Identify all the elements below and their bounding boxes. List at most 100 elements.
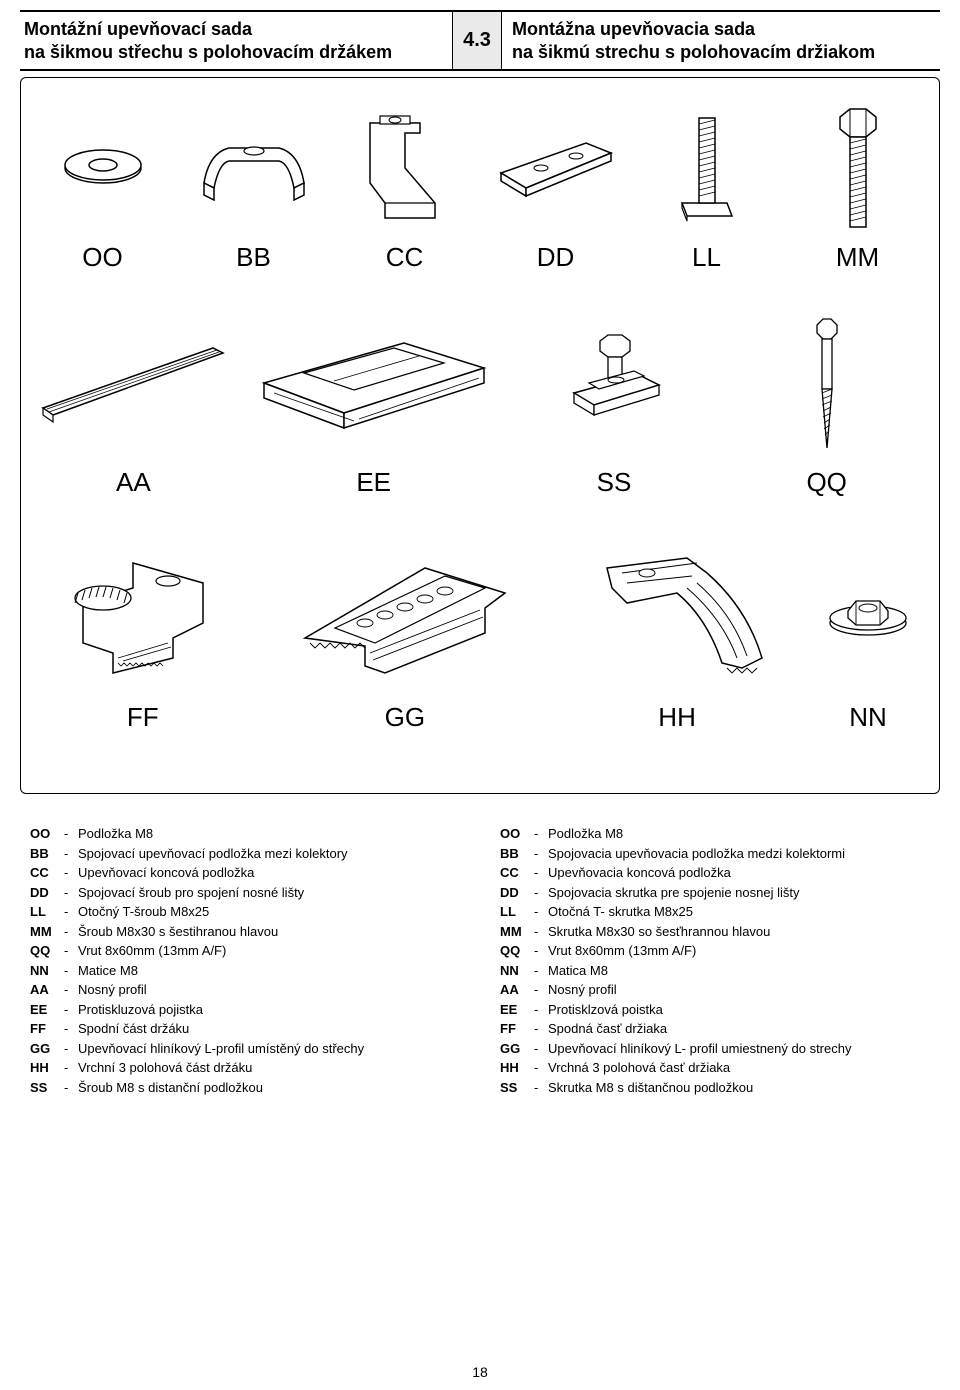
legend-code: AA bbox=[30, 980, 64, 1000]
part-label: LL bbox=[692, 242, 721, 273]
legend-code: CC bbox=[30, 863, 64, 883]
end-clamp-icon bbox=[350, 108, 460, 228]
legend-line: BB-Spojovací upevňovací podložka mezi ko… bbox=[30, 844, 460, 864]
legend-text: Spodní část držáku bbox=[78, 1019, 460, 1039]
legend-text: Vrchná 3 polohová časť držiaka bbox=[548, 1058, 930, 1078]
legend-code: SS bbox=[500, 1078, 534, 1098]
legend-code: NN bbox=[30, 961, 64, 981]
legend-text: Skrutka M8 s dištančnou podložkou bbox=[548, 1078, 930, 1098]
legend-line: CC-Upevňovacia koncová podložka bbox=[500, 863, 930, 883]
legend-line: BB-Spojovacia upevňovacia podložka medzi… bbox=[500, 844, 930, 864]
part-label: SS bbox=[597, 467, 632, 498]
legend-dash: - bbox=[64, 941, 78, 961]
legend-dash: - bbox=[534, 1000, 548, 1020]
legend-dash: - bbox=[64, 1039, 78, 1059]
spacer-bolt-icon bbox=[544, 323, 684, 443]
legend-text: Šroub M8 s distanční podložkou bbox=[78, 1078, 460, 1098]
part-NN: NN bbox=[807, 528, 929, 733]
legend-line: DD-Spojovací šroub pro spojení nosné liš… bbox=[30, 883, 460, 903]
legend-dash: - bbox=[534, 863, 548, 883]
legend-line: OO-Podložka M8 bbox=[30, 824, 460, 844]
legend-line: EE-Protiskluzová pojistka bbox=[30, 1000, 460, 1020]
part-label: MM bbox=[836, 242, 879, 273]
legend-dash: - bbox=[64, 1019, 78, 1039]
legend-dash: - bbox=[534, 883, 548, 903]
legend-text: Spojovacia skrutka pre spojenie nosnej l… bbox=[548, 883, 930, 903]
legend-code: CC bbox=[500, 863, 534, 883]
legend-line: AA-Nosný profil bbox=[30, 980, 460, 1000]
legend-code: FF bbox=[500, 1019, 534, 1039]
part-MM: MM bbox=[786, 98, 929, 273]
part-label: CC bbox=[386, 242, 424, 273]
parts-panel: OO BB bbox=[20, 77, 940, 794]
t-bolt-icon bbox=[672, 108, 742, 228]
part-GG: GG bbox=[263, 528, 548, 733]
part-label: GG bbox=[385, 702, 425, 733]
legend-code: EE bbox=[500, 1000, 534, 1020]
legend-code: BB bbox=[30, 844, 64, 864]
header-left-line2: na šikmou střechu s polohovacím držákem bbox=[24, 41, 448, 64]
legend-text: Nosný profil bbox=[78, 980, 460, 1000]
washer-icon bbox=[58, 143, 148, 193]
mid-clamp-icon bbox=[194, 123, 314, 213]
legend-text: Spojovací šroub pro spojení nosné lišty bbox=[78, 883, 460, 903]
legend-code: OO bbox=[500, 824, 534, 844]
legend-text: Spodná časť držiaka bbox=[548, 1019, 930, 1039]
legend-dash: - bbox=[64, 863, 78, 883]
legend-text: Protiskluzová pojistka bbox=[78, 1000, 460, 1020]
legend-dash: - bbox=[534, 941, 548, 961]
parts-row-3: FF bbox=[31, 528, 929, 733]
legend-line: HH-Vrchní 3 polohová část držáku bbox=[30, 1058, 460, 1078]
legend-line: SS-Šroub M8 s distanční podložkou bbox=[30, 1078, 460, 1098]
legend-code: MM bbox=[30, 922, 64, 942]
legend-dash: - bbox=[64, 902, 78, 922]
legend-line: EE-Protisklzová poistka bbox=[500, 1000, 930, 1020]
l-profile-icon bbox=[275, 538, 535, 688]
legend-text: Podložka M8 bbox=[548, 824, 930, 844]
legend-line: OO-Podložka M8 bbox=[500, 824, 930, 844]
upper-bracket-icon bbox=[567, 538, 787, 688]
legend-text: Matice M8 bbox=[78, 961, 460, 981]
legend-dash: - bbox=[64, 1058, 78, 1078]
legend-line: SS-Skrutka M8 s dištančnou podložkou bbox=[500, 1078, 930, 1098]
legend-dash: - bbox=[64, 980, 78, 1000]
header-section-number: 4.3 bbox=[452, 12, 502, 69]
legend-text: Nosný profil bbox=[548, 980, 930, 1000]
legend-code: BB bbox=[500, 844, 534, 864]
part-QQ: QQ bbox=[724, 303, 929, 498]
legend-line: HH-Vrchná 3 polohová časť držiaka bbox=[500, 1058, 930, 1078]
legend-code: SS bbox=[30, 1078, 64, 1098]
legend-line: MM-Šroub M8x30 s šestihranou hlavou bbox=[30, 922, 460, 942]
page-number: 18 bbox=[0, 1364, 960, 1380]
legend-left-col: OO-Podložka M8BB-Spojovací upevňovací po… bbox=[30, 824, 460, 1097]
legend-line: NN-Matice M8 bbox=[30, 961, 460, 981]
part-DD: DD bbox=[484, 98, 627, 273]
header-left-line1: Montážní upevňovací sada bbox=[24, 18, 448, 41]
legend-line: AA-Nosný profil bbox=[500, 980, 930, 1000]
legend-code: LL bbox=[500, 902, 534, 922]
nut-icon bbox=[823, 583, 913, 643]
hex-bolt-icon bbox=[828, 103, 888, 233]
part-label: EE bbox=[356, 467, 391, 498]
legend-text: Upevňovací hliníkový L- profil umiestnen… bbox=[548, 1039, 930, 1059]
part-label: HH bbox=[658, 702, 696, 733]
legend-line: LL-Otočná T- skrutka M8x25 bbox=[500, 902, 930, 922]
header-right-line1: Montážna upevňovacia sada bbox=[512, 18, 936, 41]
part-HH: HH bbox=[555, 528, 799, 733]
legend-dash: - bbox=[64, 961, 78, 981]
legend-line: NN-Matica M8 bbox=[500, 961, 930, 981]
legend-text: Otočná T- skrutka M8x25 bbox=[548, 902, 930, 922]
legend-dash: - bbox=[534, 902, 548, 922]
legend-line: GG-Upevňovací hliníkový L- profil umiest… bbox=[500, 1039, 930, 1059]
legend-line: GG-Upevňovací hliníkový L-profil umístěn… bbox=[30, 1039, 460, 1059]
legend-text: Protisklzová poistka bbox=[548, 1000, 930, 1020]
legend-dash: - bbox=[64, 922, 78, 942]
part-BB: BB bbox=[182, 98, 325, 273]
legend-dash: - bbox=[64, 824, 78, 844]
legend-line: LL-Otočný T-šroub M8x25 bbox=[30, 902, 460, 922]
legend-code: HH bbox=[30, 1058, 64, 1078]
legend-code: MM bbox=[500, 922, 534, 942]
legend-dash: - bbox=[534, 922, 548, 942]
legend-text: Vrchní 3 polohová část držáku bbox=[78, 1058, 460, 1078]
legend-text: Šroub M8x30 s šestihranou hlavou bbox=[78, 922, 460, 942]
